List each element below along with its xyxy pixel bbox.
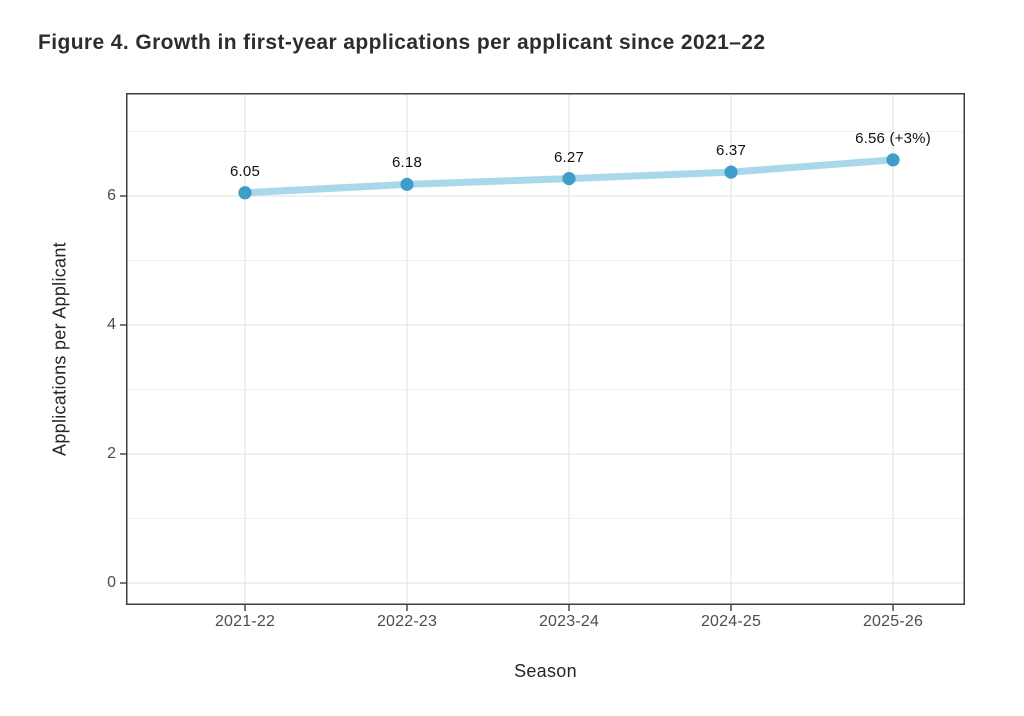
data-point [724, 165, 738, 179]
x-tick-label: 2023-24 [538, 613, 600, 630]
data-point [562, 171, 576, 186]
data-point-label: 6.05 [230, 162, 260, 180]
data-point-label: 6.18 [392, 154, 422, 172]
x-tick-label: 2024-25 [700, 613, 762, 630]
y-tick-label: 0 [107, 574, 116, 591]
y-tick-label: 2 [107, 445, 116, 462]
data-point [400, 177, 414, 191]
x-tick-label: 2022-23 [376, 613, 438, 630]
chart-canvas [120, 93, 965, 611]
data-point-label: 6.37 [716, 142, 746, 160]
data-point [886, 153, 900, 167]
data-point [238, 186, 252, 200]
x-tick-label: 2021-22 [214, 613, 276, 630]
x-axis-title: Season [514, 661, 577, 681]
y-axis-title: Applications per Applicant [49, 242, 70, 456]
y-tick-label: 4 [107, 316, 116, 333]
figure-title: Figure 4. Growth in first-year applicati… [38, 31, 766, 54]
x-tick-label: 2025-26 [862, 613, 924, 630]
data-point-label: 6.27 [554, 148, 584, 166]
data-point-label: 6.56 (+3%) [855, 129, 931, 147]
y-tick-label: 6 [107, 187, 116, 204]
panel-border [126, 93, 965, 605]
